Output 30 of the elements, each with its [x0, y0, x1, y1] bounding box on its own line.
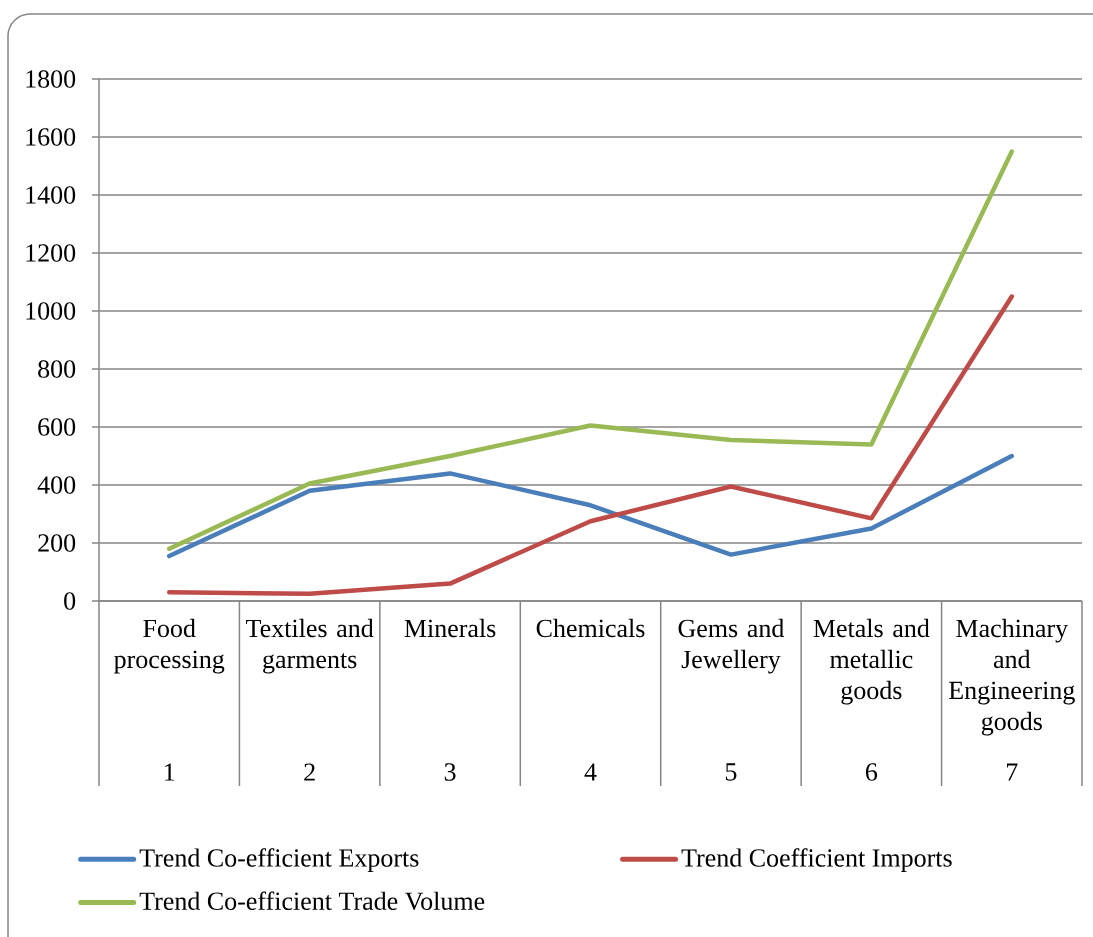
- x-tick-label: Gems and Jewellery: [678, 618, 785, 674]
- legend-label: Trend Co-efficient Trade Volume: [139, 891, 485, 911]
- y-tick-label: 1000: [26, 302, 76, 320]
- x-tick-label: Food processing: [114, 618, 225, 674]
- text: 1: [165, 763, 175, 781]
- line-series: [166, 453, 1015, 559]
- text: 4: [584, 763, 597, 781]
- y-tick-label: 400: [37, 476, 76, 494]
- legend-label: Trend Co-efficient Exports: [139, 848, 419, 873]
- text: 7: [1006, 763, 1018, 781]
- x-tick-label: Textiles and garments: [246, 618, 374, 674]
- y-tick-label: 1400: [26, 186, 76, 204]
- x-tick-label: Minerals: [404, 618, 496, 638]
- text: 6: [865, 763, 878, 781]
- text: 3: [444, 763, 456, 781]
- y-tick-label: 200: [38, 534, 76, 552]
- line-series: [166, 294, 1015, 596]
- y-tick-label: 1200: [26, 244, 76, 262]
- y-tick-label: 600: [38, 418, 76, 436]
- y-tick-label: 1600: [26, 128, 76, 146]
- x-tick-label: Chemicals: [536, 618, 645, 638]
- y-tick-label: 0: [64, 592, 76, 610]
- y-tick-label: 1800: [26, 70, 76, 88]
- x-tick-label: Metals and metallic goods: [813, 618, 930, 705]
- line-series: [166, 149, 1015, 552]
- x-tick-label: Machinary and Engineering goods: [949, 618, 1075, 736]
- text: 2: [304, 763, 315, 781]
- text: 5: [725, 763, 737, 781]
- y-tick-label: 800: [38, 360, 76, 378]
- legend-label: Trend Coefficient Imports: [681, 848, 952, 873]
